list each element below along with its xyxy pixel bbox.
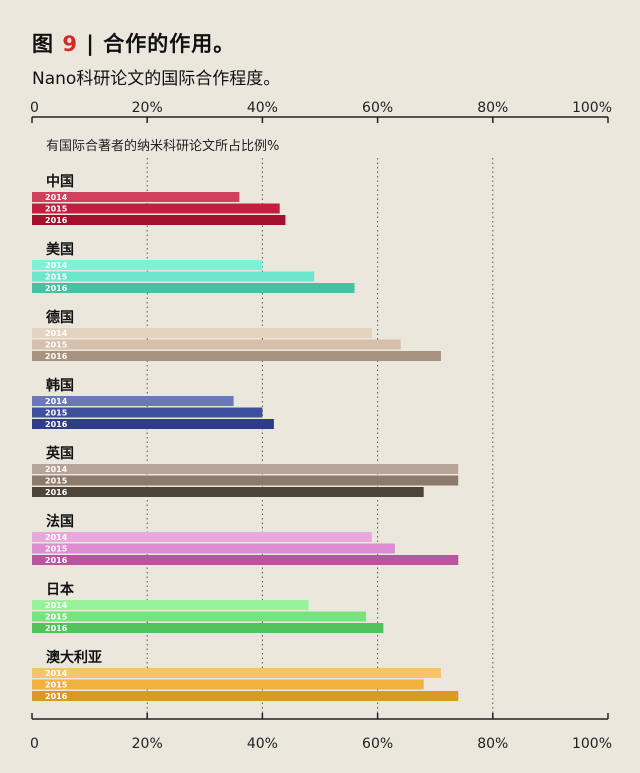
- bar-year-label: 2015: [45, 273, 68, 282]
- bar: [32, 532, 372, 542]
- bar: [32, 396, 234, 406]
- bar: [32, 328, 372, 338]
- x-tick-label-top: 100%: [572, 100, 612, 116]
- bar-year-label: 2016: [45, 556, 68, 565]
- bar-year-label: 2014: [45, 669, 68, 678]
- bar-year-label: 2016: [45, 352, 68, 361]
- bar-year-label: 2014: [45, 193, 68, 202]
- bar: [32, 555, 459, 565]
- bar-year-label: 2014: [45, 329, 68, 338]
- bar: [32, 464, 459, 474]
- bar-year-label: 2016: [45, 692, 68, 701]
- x-tick-label-bottom: 100%: [572, 736, 612, 752]
- bar-year-label: 2014: [45, 261, 68, 270]
- bar-year-label: 2015: [45, 681, 68, 690]
- bar-year-label: 2014: [45, 465, 68, 474]
- country-label: 澳大利亚: [46, 649, 102, 666]
- country-label: 韩国: [46, 377, 74, 394]
- bar: [32, 600, 309, 610]
- bar: [32, 668, 441, 678]
- x-tick-label-bottom: 80%: [477, 736, 508, 752]
- figure-label: 图: [32, 32, 54, 56]
- country-label: 英国: [45, 445, 74, 462]
- x-tick-label-top: 80%: [477, 100, 508, 116]
- bar: [32, 283, 355, 293]
- figure-title: 图 9 | 合作的作用。: [32, 28, 235, 58]
- bar-year-label: 2016: [45, 488, 68, 497]
- bar-year-label: 2015: [45, 341, 68, 350]
- bar: [32, 623, 384, 633]
- bar: [32, 192, 240, 202]
- x-tick-label-bottom: 60%: [362, 736, 393, 752]
- bar: [32, 691, 459, 701]
- country-label: 美国: [46, 241, 74, 258]
- x-tick-label-top: 0: [30, 100, 39, 116]
- bar-year-label: 2016: [45, 284, 68, 293]
- bar-year-label: 2016: [45, 216, 68, 225]
- bar-year-label: 2014: [45, 533, 68, 542]
- bar-year-label: 2016: [45, 420, 68, 429]
- country-label: 法国: [46, 513, 74, 530]
- bar: [32, 351, 441, 361]
- bar-year-label: 2016: [45, 624, 68, 633]
- bar: [32, 260, 263, 270]
- bar: [32, 419, 274, 429]
- bar: [32, 339, 401, 350]
- bar-year-label: 2015: [45, 205, 68, 214]
- bar: [32, 215, 286, 225]
- figure-subtitle: Nano科研论文的国际合作程度。: [32, 69, 281, 89]
- bar-year-label: 2015: [45, 613, 68, 622]
- country-label: 日本: [46, 581, 75, 598]
- bar-year-label: 2014: [45, 397, 68, 406]
- bar: [32, 407, 263, 418]
- bar-year-label: 2015: [45, 409, 68, 418]
- bar: [32, 271, 315, 282]
- bar: [32, 487, 424, 497]
- x-tick-label-bottom: 40%: [247, 736, 278, 752]
- figure-number: 9: [62, 32, 78, 56]
- bar-year-label: 2015: [45, 545, 68, 554]
- bar: [32, 475, 459, 486]
- chart-title: 有国际合著者的纳米科研论文所占比例%: [46, 138, 279, 154]
- bar-year-label: 2014: [45, 601, 68, 610]
- x-tick-label-bottom: 20%: [132, 736, 163, 752]
- x-tick-label-top: 60%: [362, 100, 393, 116]
- title-text: 合作的作用。: [103, 32, 236, 56]
- country-label: 中国: [46, 173, 74, 190]
- bar: [32, 543, 395, 554]
- x-tick-label-top: 40%: [247, 100, 278, 116]
- x-tick-label-top: 20%: [132, 100, 163, 116]
- x-tick-label-bottom: 0: [30, 736, 39, 752]
- bar: [32, 679, 424, 690]
- bar-year-label: 2015: [45, 477, 68, 486]
- country-label: 德国: [46, 309, 74, 326]
- bar: [32, 611, 367, 622]
- title-separator: |: [86, 32, 95, 56]
- bar: [32, 203, 280, 214]
